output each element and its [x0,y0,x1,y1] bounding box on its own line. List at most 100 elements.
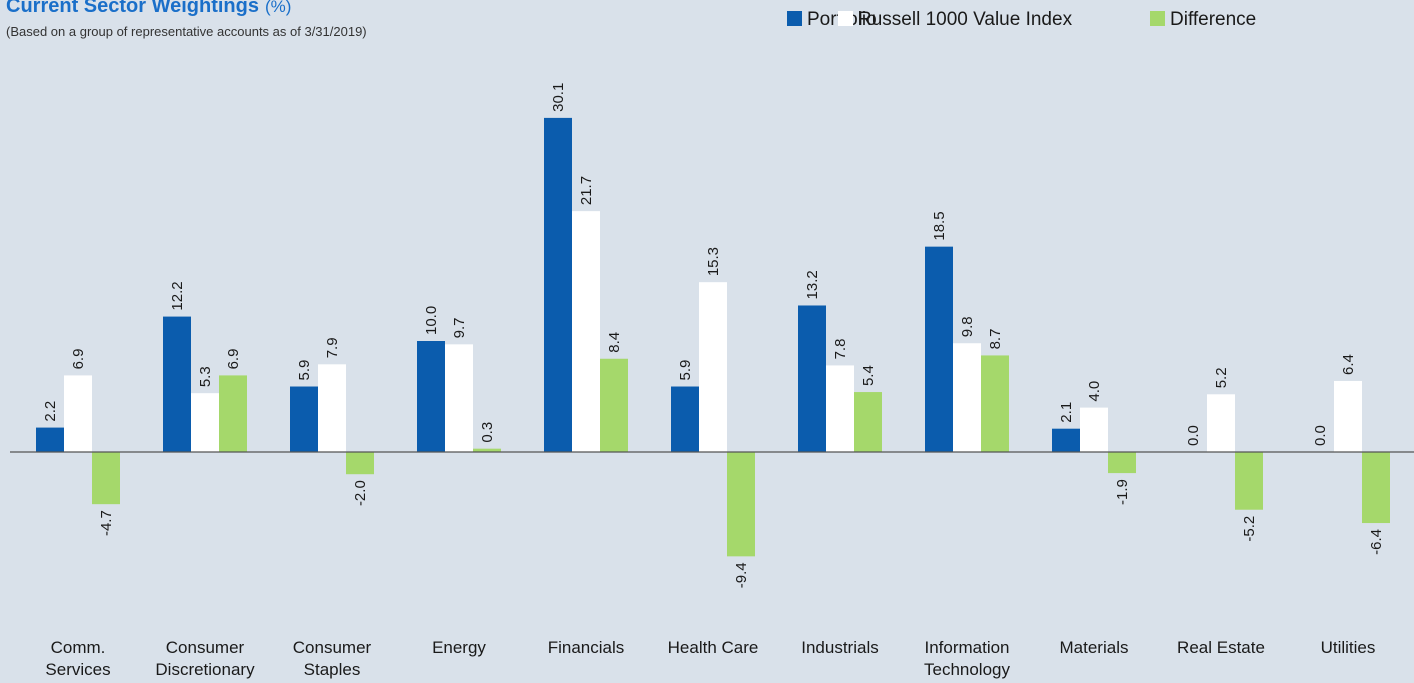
value-label: 6.4 [1340,354,1357,375]
x-tick-label: Utilities [1321,638,1376,657]
chart-subtitle: (Based on a group of representative acco… [6,24,367,39]
x-tick-label: Industrials [801,638,878,657]
bar [1334,380,1362,452]
value-label: 18.5 [931,211,948,240]
value-label: -1.9 [1114,479,1131,505]
x-tick-label: Information Technology [924,638,1011,679]
bar [318,364,346,452]
value-label: 7.8 [832,339,849,360]
bar [290,386,318,452]
x-tick-label-line: Technology [924,660,1011,679]
bar [572,211,600,452]
bar [600,358,628,452]
bar [544,117,572,452]
value-label: 0.0 [1312,425,1329,446]
x-tick-label: Energy [432,638,486,657]
bar [473,448,501,452]
bar [1235,452,1263,510]
value-label: 2.1 [1058,402,1075,423]
value-label: 0.0 [1185,425,1202,446]
x-tick-label: Real Estate [1177,638,1265,657]
value-label: -4.7 [98,510,115,536]
bar [981,355,1009,452]
value-label: 8.7 [987,329,1004,350]
x-tick-label-line: Discretionary [155,660,255,679]
x-tick-label-line: Services [45,660,110,679]
x-tick-label: Comm. Services [45,638,110,679]
x-tick-label-line: Information [924,638,1009,657]
chart-title: Current Sector Weightings (%) [6,0,291,17]
value-label: 2.2 [42,401,59,422]
bar [798,305,826,452]
value-label: 5.4 [860,365,877,386]
value-label: 6.9 [225,349,242,370]
legend-label: Difference [1170,9,1256,30]
x-tick-label: Consumer Staples [293,638,372,679]
value-label: 9.7 [451,317,468,338]
bar [854,392,882,452]
x-tick-label-line: Staples [304,660,361,679]
value-label: 9.8 [959,316,976,337]
title-main: Current Sector Weightings [6,0,259,17]
value-label: 5.2 [1213,367,1230,388]
x-tick-label-line: Materials [1060,638,1129,657]
value-label: -5.2 [1241,516,1258,542]
value-label: 5.9 [677,360,694,381]
bar [925,246,953,452]
title-unit: (%) [265,0,291,16]
x-tick-label-line: Energy [432,638,486,657]
value-label: 6.9 [70,349,87,370]
value-label: 13.2 [804,270,821,299]
bar [671,386,699,452]
bar [417,341,445,452]
legend-swatch [838,11,853,26]
x-tick-label-line: Comm. [51,638,106,657]
bar [92,452,120,505]
bar [64,375,92,452]
bar [699,282,727,452]
bar [727,452,755,557]
legend-label: Russell 1000 Value Index [858,9,1073,30]
x-tick-label: Materials [1060,638,1129,657]
value-label: 15.3 [705,247,722,276]
value-label: 30.1 [550,83,567,112]
bar [191,393,219,452]
x-tick-label-line: Financials [548,638,625,657]
bar [445,344,473,452]
value-label: -2.0 [352,480,369,506]
x-tick-label: Health Care [668,638,759,657]
value-label: 12.2 [169,281,186,310]
value-label: -6.4 [1368,529,1385,555]
value-label: 4.0 [1086,381,1103,402]
bar [953,343,981,452]
value-label: 10.0 [423,306,440,335]
value-label: 7.9 [324,337,341,358]
bar [36,427,64,452]
x-tick-label-line: Real Estate [1177,638,1265,657]
legend-swatch [1150,11,1165,26]
bar [1207,394,1235,452]
x-tick-label-line: Industrials [801,638,878,657]
legend-swatch [787,11,802,26]
bar [1108,452,1136,474]
x-tick-label-line: Health Care [668,638,759,657]
value-label: 5.3 [197,366,214,387]
x-tick-label: Financials [548,638,625,657]
x-tick-label-line: Utilities [1321,638,1376,657]
bar [826,365,854,452]
bar [1080,407,1108,452]
value-label: 21.7 [578,176,595,205]
bar [163,316,191,452]
x-tick-label-line: Consumer [293,638,372,657]
bar [219,375,247,452]
x-tick-label-line: Consumer [166,638,245,657]
bar [1052,428,1080,452]
bar [1362,452,1390,524]
value-label: 5.9 [296,360,313,381]
bar [346,452,374,475]
value-label: 0.3 [479,422,496,443]
value-label: 8.4 [606,332,623,353]
value-label: -9.4 [733,562,750,588]
